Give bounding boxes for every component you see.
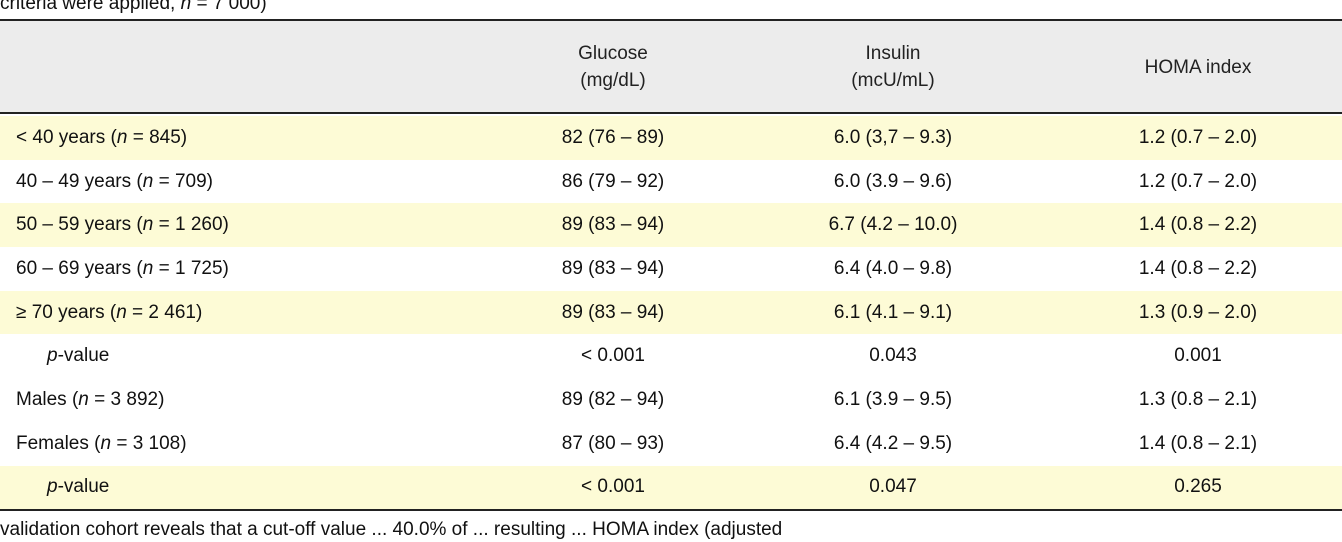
row-label: p -value [47, 335, 109, 379]
text: 40 – 49 years ( [16, 170, 143, 192]
table-cell: 0.265 [1174, 476, 1222, 498]
table-cell: 6.1 (3.9 – 9.5) [833, 389, 953, 411]
table-cell: 6.0 (3.9 – 9.6) [833, 170, 953, 192]
table-cell: 6.4 (4.2 – 9.5) [833, 432, 953, 454]
table-row: 60 – 69 years (n = 1 725) 89 (83 – 94) 6.4… [0, 247, 1342, 291]
text: 50 – 59 years ( [16, 214, 143, 236]
header-text: Insulin (mcU/mL) [851, 40, 934, 94]
table-cell: 0.047 [869, 476, 917, 498]
header-text: HOMA index [1145, 54, 1252, 81]
italic-text: n [142, 214, 154, 236]
table-cell: 1.2 (0.7 – 2.0) [1138, 170, 1258, 192]
row-label: Females (n = 3 108) [16, 422, 187, 466]
text: = 1 725) [153, 257, 229, 279]
column-header: Insulin (mcU/mL) [753, 21, 1033, 113]
table-row: ≥ 70 years (n = 2 461) 89 (83 – 94) 6.1 (4… [0, 290, 1342, 335]
text: = 845) [127, 126, 188, 148]
column-header: Glucose (mg/dL) [473, 21, 753, 113]
column-header: HOMA index [1058, 21, 1338, 113]
table-cell: 89 (83 – 94) [561, 257, 665, 279]
table-row: Males (n = 3 892) 89 (82 – 94) 6.1 (3.9 – … [0, 378, 1342, 422]
table-cell: 89 (83 – 94) [561, 301, 665, 323]
italic-text: n [78, 389, 89, 411]
italic-text: n [116, 301, 127, 323]
row-label: 40 – 49 years (n = 709) [16, 160, 213, 204]
table-cell: 1.2 (0.7 – 2.0) [1138, 126, 1258, 148]
italic-text: n [142, 257, 154, 279]
header-background [0, 21, 1342, 113]
italic-text: p [47, 345, 58, 367]
row-label: < 40 years (n = 845) [16, 116, 187, 160]
table-row: 40 – 49 years (n = 709) 86 (79 – 92) 6.0 (… [0, 160, 1342, 204]
table-cell: 82 (76 – 89) [561, 126, 665, 148]
table-cell: 89 (83 – 94) [561, 214, 665, 236]
text: Females ( [16, 432, 101, 454]
text: = 3 892) [88, 389, 165, 411]
text: = 709) [153, 170, 214, 192]
text: -value [57, 345, 110, 367]
table-cell: 1.4 (0.8 – 2.2) [1138, 257, 1258, 279]
text: ≥ 70 years ( [16, 301, 117, 323]
italic-text: p [47, 476, 58, 498]
row-label: 50 – 59 years (n = 1 260) [16, 203, 229, 247]
table-row: p -value < 0.001 0.047 0.265 [0, 465, 1342, 510]
header-rule [0, 112, 1342, 114]
text: < 40 years ( [16, 126, 117, 148]
table-cell: 0.043 [869, 345, 917, 367]
caption: criteria were applied, n = 7 000) [0, 0, 267, 15]
table-cell: 1.4 (0.8 – 2.2) [1138, 214, 1258, 236]
table-cell: 86 (79 – 92) [561, 170, 665, 192]
table-cell: 0.001 [1174, 345, 1222, 367]
header-line: Glucose [578, 43, 648, 64]
table-cell: 1.3 (0.8 – 2.1) [1138, 389, 1258, 411]
italic-text: n [100, 432, 112, 454]
table-row: 50 – 59 years (n = 1 260) 89 (83 – 94) 6.7… [0, 203, 1342, 248]
table-cell: 89 (82 – 94) [561, 389, 665, 411]
text: = 7 000) [191, 0, 267, 14]
table-row: p -value < 0.001 0.043 0.001 [0, 335, 1342, 379]
header-line: (mg/dL) [580, 70, 646, 91]
table-row: Females (n = 3 108) 87 (80 – 93) 6.4 (4.2 … [0, 422, 1342, 466]
header-text: Glucose (mg/dL) [578, 40, 648, 94]
table-cell: 6.7 (4.2 – 10.0) [828, 214, 958, 236]
top-rule [0, 19, 1342, 21]
table-cell: < 0.001 [581, 345, 645, 367]
table-cell: 1.3 (0.9 – 2.0) [1138, 301, 1258, 323]
table-cell: 6.0 (3,7 – 9.3) [833, 126, 953, 148]
table-row: < 40 years (n = 845) 82 (76 – 89) 6.0 (3,7… [0, 116, 1342, 160]
text: criteria were applied, [0, 0, 181, 14]
header-line: Insulin [865, 43, 921, 64]
table-cell: 87 (80 – 93) [561, 432, 665, 454]
italic-text: n [142, 170, 154, 192]
header-line: HOMA index [1144, 56, 1252, 78]
body-text: validation cohort reveals that a cut-off… [0, 519, 783, 540]
row-label: ≥ 70 years (n = 2 461) [16, 291, 202, 335]
table-cell: 6.4 (4.0 – 9.8) [833, 257, 953, 279]
table-cell: 1.4 (0.8 – 2.1) [1138, 432, 1258, 454]
text: 60 – 69 years ( [16, 257, 143, 279]
header-line: (mcU/mL) [851, 70, 935, 91]
text: = 1 260) [153, 214, 229, 236]
text: -value [57, 476, 110, 498]
italic-text: n [180, 0, 192, 14]
text: Males ( [16, 389, 79, 411]
text: = 3 108) [111, 432, 187, 454]
row-label: Males (n = 3 892) [16, 378, 164, 422]
row-label: 60 – 69 years (n = 1 725) [16, 247, 229, 291]
table-cell: 6.1 (4.1 – 9.1) [833, 301, 953, 323]
bottom-rule [0, 509, 1342, 512]
text: = 2 461) [126, 301, 203, 323]
table-cell: < 0.001 [581, 476, 645, 498]
row-label: p -value [47, 466, 109, 510]
italic-text: n [116, 126, 128, 148]
